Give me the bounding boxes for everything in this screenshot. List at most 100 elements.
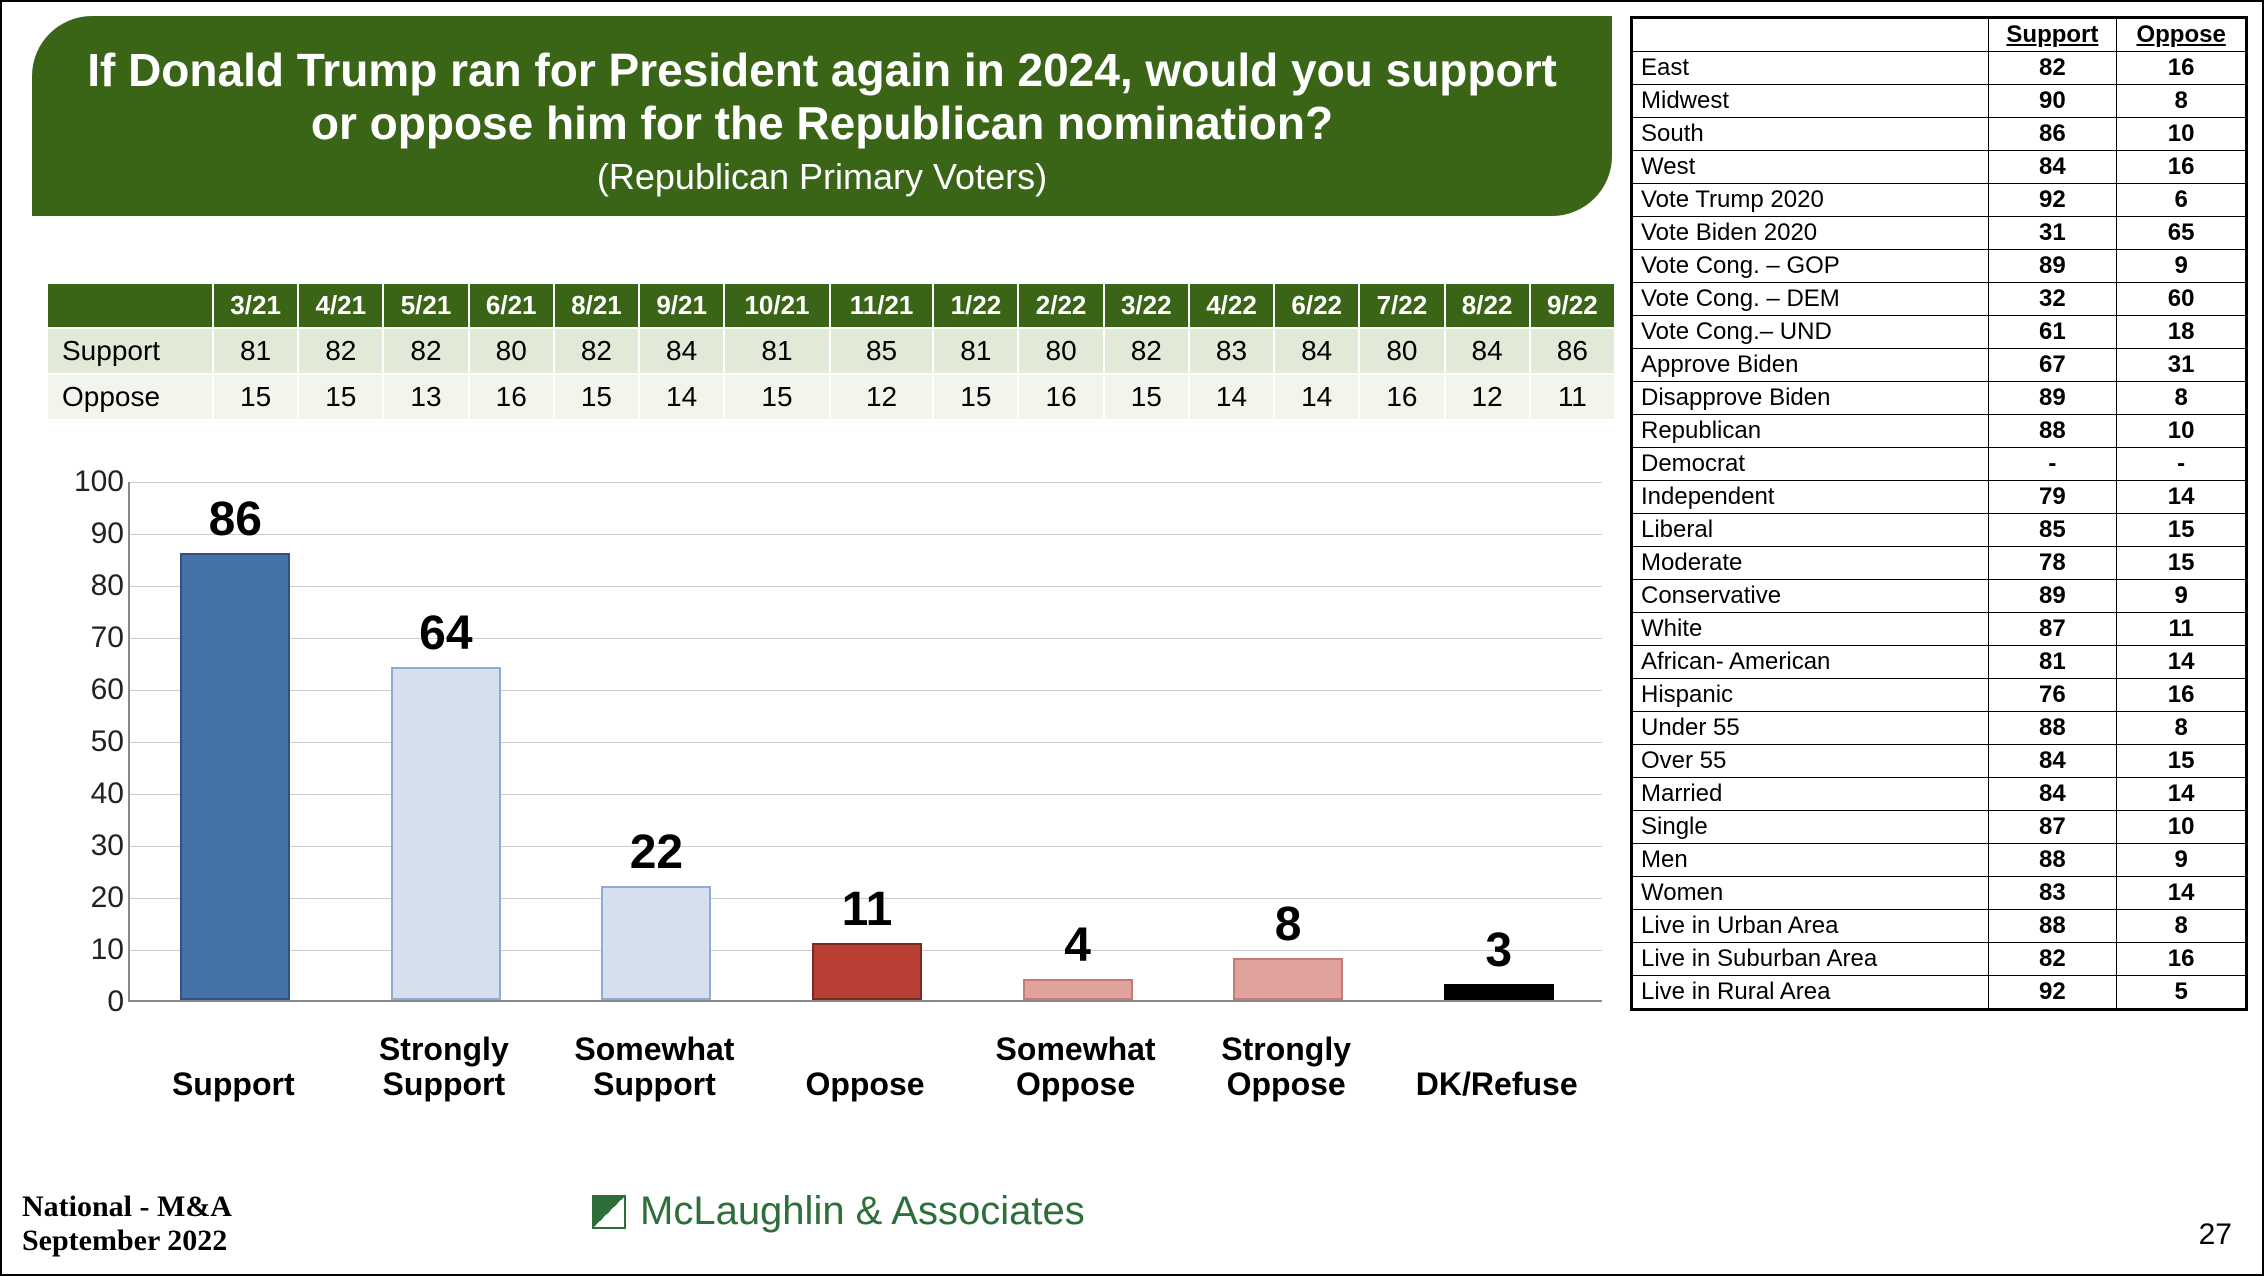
crosstab-oppose-value: 9 — [2117, 580, 2246, 613]
crosstab-oppose-value: 14 — [2117, 646, 2246, 679]
crosstab-row-label: Single — [1633, 811, 1989, 844]
y-axis-label: 100 — [52, 465, 124, 499]
trend-cell: 15 — [554, 374, 639, 420]
trend-month-header: 10/21 — [724, 283, 830, 328]
crosstab-row-label: Over 55 — [1633, 745, 1989, 778]
crosstab-row-label: Women — [1633, 877, 1989, 910]
crosstab-row-label: West — [1633, 151, 1989, 184]
crosstab-support-value: 87 — [1988, 613, 2117, 646]
trend-month-header: 9/21 — [639, 283, 724, 328]
crosstab-row-label: Vote Cong. – GOP — [1633, 250, 1989, 283]
crosstab-oppose-value: 6 — [2117, 184, 2246, 217]
trend-month-header: 3/21 — [213, 283, 298, 328]
trend-cell: 14 — [639, 374, 724, 420]
trend-cell: 11 — [1530, 374, 1615, 420]
crosstab-oppose-value: 10 — [2117, 811, 2246, 844]
trend-month-header: 3/22 — [1104, 283, 1189, 328]
x-axis-label: SomewhatSupport — [554, 1032, 754, 1102]
bar: 22 — [601, 886, 711, 1000]
crosstab-support-value: 67 — [1988, 349, 2117, 382]
trend-month-header: 4/21 — [298, 283, 383, 328]
y-axis-label: 60 — [52, 673, 124, 707]
trend-cell: 82 — [554, 328, 639, 374]
y-axis-label: 90 — [52, 517, 124, 551]
question-sub: (Republican Primary Voters) — [72, 156, 1572, 198]
crosstab-row-label: Disapprove Biden — [1633, 382, 1989, 415]
crosstab-support-value: 79 — [1988, 481, 2117, 514]
crosstab-support-value: 61 — [1988, 316, 2117, 349]
trend-cell: 16 — [469, 374, 554, 420]
crosstab-support-value: 88 — [1988, 712, 2117, 745]
footer-source: National - M&A — [22, 1190, 232, 1224]
crosstab-row-label: Republican — [1633, 415, 1989, 448]
trend-month-header: 8/21 — [554, 283, 639, 328]
trend-cell: 82 — [298, 328, 383, 374]
bar: 8 — [1233, 958, 1343, 1000]
trend-cell: 15 — [298, 374, 383, 420]
trend-cell: 81 — [933, 328, 1018, 374]
trend-cell: 12 — [1445, 374, 1530, 420]
crosstab-row-label: Vote Cong.– UND — [1633, 316, 1989, 349]
trend-table: 3/214/215/216/218/219/2110/2111/211/222/… — [46, 282, 1616, 421]
crosstab-oppose-value: - — [2117, 448, 2246, 481]
bar: 86 — [180, 553, 290, 1000]
bar-value-label: 4 — [1064, 918, 1091, 973]
crosstab-support-value: 76 — [1988, 679, 2117, 712]
trend-month-header: 4/22 — [1189, 283, 1274, 328]
crosstab-header: Oppose — [2117, 19, 2246, 52]
question-line1: If Donald Trump ran for President again … — [72, 44, 1572, 97]
crosstab-support-value: 92 — [1988, 976, 2117, 1009]
bar-value-label: 8 — [1275, 897, 1302, 952]
bar: 11 — [812, 943, 922, 1000]
y-axis-label: 20 — [52, 881, 124, 915]
crosstab-oppose-value: 11 — [2117, 613, 2246, 646]
crosstab-support-value: 84 — [1988, 778, 2117, 811]
crosstab-row-label: Vote Biden 2020 — [1633, 217, 1989, 250]
crosstab-row-label: Hispanic — [1633, 679, 1989, 712]
x-axis-label: Support — [133, 1067, 333, 1102]
crosstab-oppose-value: 18 — [2117, 316, 2246, 349]
crosstab-support-value: 88 — [1988, 844, 2117, 877]
crosstab-support-value: 84 — [1988, 151, 2117, 184]
crosstab-oppose-value: 9 — [2117, 844, 2246, 877]
y-axis-label: 0 — [52, 985, 124, 1019]
crosstab-support-value: 78 — [1988, 547, 2117, 580]
brand-name: McLaughlin & Associates — [640, 1189, 1085, 1234]
trend-month-header: 9/22 — [1530, 283, 1615, 328]
crosstab-header: Support — [1988, 19, 2117, 52]
x-axis-label: SomewhatOppose — [976, 1032, 1176, 1102]
crosstab-oppose-value: 16 — [2117, 943, 2246, 976]
crosstab-support-value: 89 — [1988, 382, 2117, 415]
crosstab-support-value: 82 — [1988, 52, 2117, 85]
crosstab-row-label: Married — [1633, 778, 1989, 811]
trend-month-header: 1/22 — [933, 283, 1018, 328]
crosstab-oppose-value: 16 — [2117, 52, 2246, 85]
crosstab-support-value: 84 — [1988, 745, 2117, 778]
crosstab-oppose-value: 65 — [2117, 217, 2246, 250]
crosstab-oppose-value: 9 — [2117, 250, 2246, 283]
crosstab-support-value: 90 — [1988, 85, 2117, 118]
trend-cell: 15 — [213, 374, 298, 420]
crosstab-support-value: 82 — [1988, 943, 2117, 976]
trend-month-header: 6/22 — [1274, 283, 1359, 328]
trend-cell: 83 — [1189, 328, 1274, 374]
trend-cell: 84 — [1274, 328, 1359, 374]
crosstab-oppose-value: 16 — [2117, 151, 2246, 184]
crosstab-row-label: Under 55 — [1633, 712, 1989, 745]
y-axis-label: 70 — [52, 621, 124, 655]
crosstab-oppose-value: 8 — [2117, 910, 2246, 943]
crosstab-support-value: 83 — [1988, 877, 2117, 910]
crosstab-row-label: East — [1633, 52, 1989, 85]
trend-cell: 84 — [639, 328, 724, 374]
y-axis-label: 10 — [52, 933, 124, 967]
trend-cell: 15 — [1104, 374, 1189, 420]
bar-value-label: 3 — [1485, 923, 1512, 978]
bar-value-label: 11 — [842, 882, 893, 937]
y-axis-label: 30 — [52, 829, 124, 863]
crosstab-oppose-value: 14 — [2117, 877, 2246, 910]
crosstab-row-label: Vote Cong. – DEM — [1633, 283, 1989, 316]
footer-brand: McLaughlin & Associates — [592, 1189, 1085, 1234]
crosstab-table: SupportOpposeEast8216Midwest908South8610… — [1630, 16, 2248, 1011]
crosstab-oppose-value: 15 — [2117, 547, 2246, 580]
question-line2: or oppose him for the Republican nominat… — [72, 97, 1572, 150]
